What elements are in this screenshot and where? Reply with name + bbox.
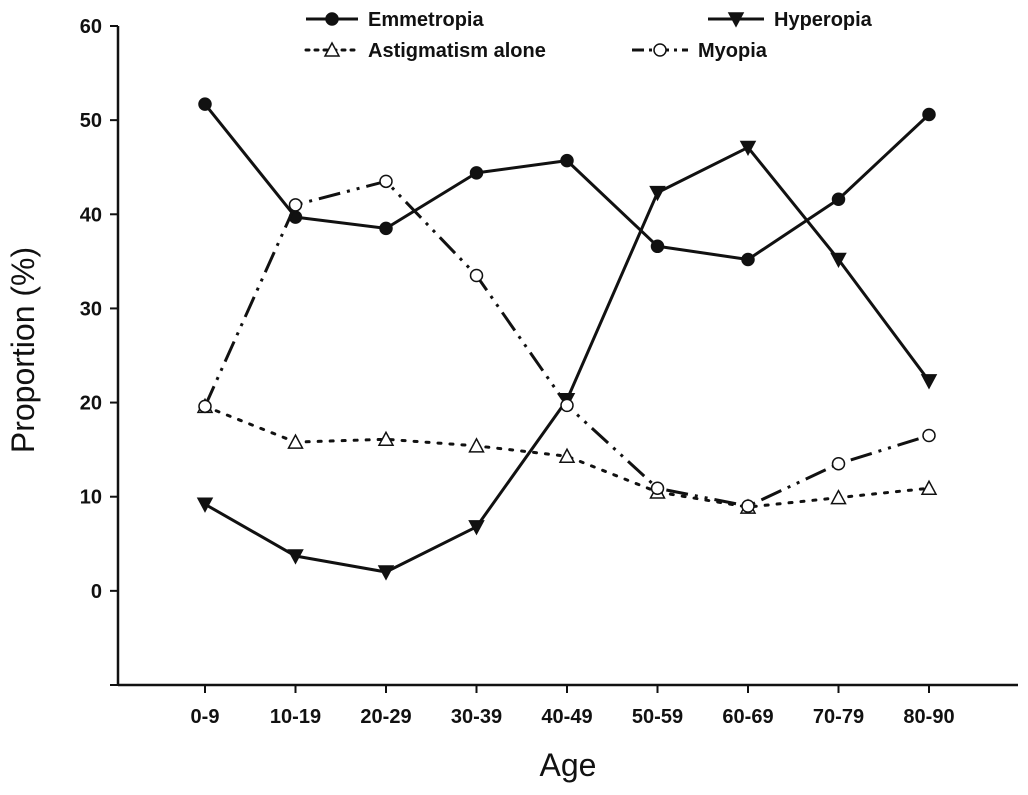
point-astigmatism-alone [287,433,304,449]
legend-marker [653,43,667,57]
point-myopia [469,268,484,283]
legend-marker [323,41,341,57]
legend-label: Hyperopia [774,9,873,31]
point-emmetropia [650,239,665,254]
point-emmetropia [560,153,574,168]
point-hyperopia [649,185,666,202]
point-hyperopia [196,497,214,513]
x-tick-label: 20-29 [360,706,411,728]
y-tick-label: 40 [80,204,102,226]
series-astigmatism-alone [196,397,938,514]
legend-item-myopia: Myopia [632,40,768,62]
x-axis-title: Age [540,747,597,783]
point-emmetropia [198,97,212,111]
point-emmetropia [469,166,484,180]
legend-item-astigmatism-alone: Astigmatism alone [304,40,546,62]
legend-label: Myopia [698,40,768,62]
legend-label: Emmetropia [368,9,484,31]
point-myopia [922,428,936,443]
y-tick-label: 0 [91,581,102,603]
x-tick-label: 70-79 [813,706,864,728]
point-myopia [650,481,665,495]
x-tick-label: 50-59 [632,706,683,728]
point-hyperopia [920,374,938,390]
point-hyperopia [287,549,304,565]
point-emmetropia [922,107,936,122]
point-emmetropia [741,252,755,267]
legend-label: Astigmatism alone [368,40,546,62]
x-tick-label: 10-19 [270,706,321,728]
legend-item-hyperopia: Hyperopia [708,9,873,31]
point-astigmatism-alone [558,447,576,463]
point-astigmatism-alone [830,489,847,505]
point-hyperopia [468,520,485,536]
point-astigmatism-alone [468,437,485,453]
series-myopia [198,174,936,513]
x-tick-label: 80-90 [903,706,954,728]
y-tick-label: 30 [80,298,102,320]
point-myopia [198,399,212,414]
x-tick-label: 60-69 [722,706,773,728]
series-layer [196,97,938,581]
point-myopia [741,499,755,513]
legend-marker [727,12,745,28]
point-myopia [288,198,303,212]
legend-marker [325,12,339,26]
y-tick-label: 10 [80,487,102,509]
point-emmetropia [379,221,393,236]
x-tick-label: 30-39 [451,706,502,728]
y-tick-label: 50 [80,110,102,132]
y-axis-title: Proportion (%) [5,247,41,453]
point-astigmatism-alone [920,479,938,495]
series-emmetropia [198,97,936,267]
legend: Emmetropia Hyperopia Astigmatism alone Myop… [304,9,873,62]
point-hyperopia [830,252,847,269]
point-hyperopia [377,565,395,581]
x-tick-label: 40-49 [541,706,592,728]
point-myopia [379,174,393,189]
point-hyperopia [739,140,757,157]
axes: 0 10 20 30 40 50 60 0-9 10-19 20-29 30-39 40-49 50-5… [80,16,1018,728]
y-tick-label: 20 [80,393,102,415]
y-tick-label: 60 [80,16,102,38]
point-myopia [560,398,574,413]
point-emmetropia [831,192,846,206]
x-tick-label: 0-9 [191,706,220,728]
point-myopia [831,457,846,471]
legend-item-emmetropia: Emmetropia [306,9,484,31]
point-astigmatism-alone [377,430,395,447]
